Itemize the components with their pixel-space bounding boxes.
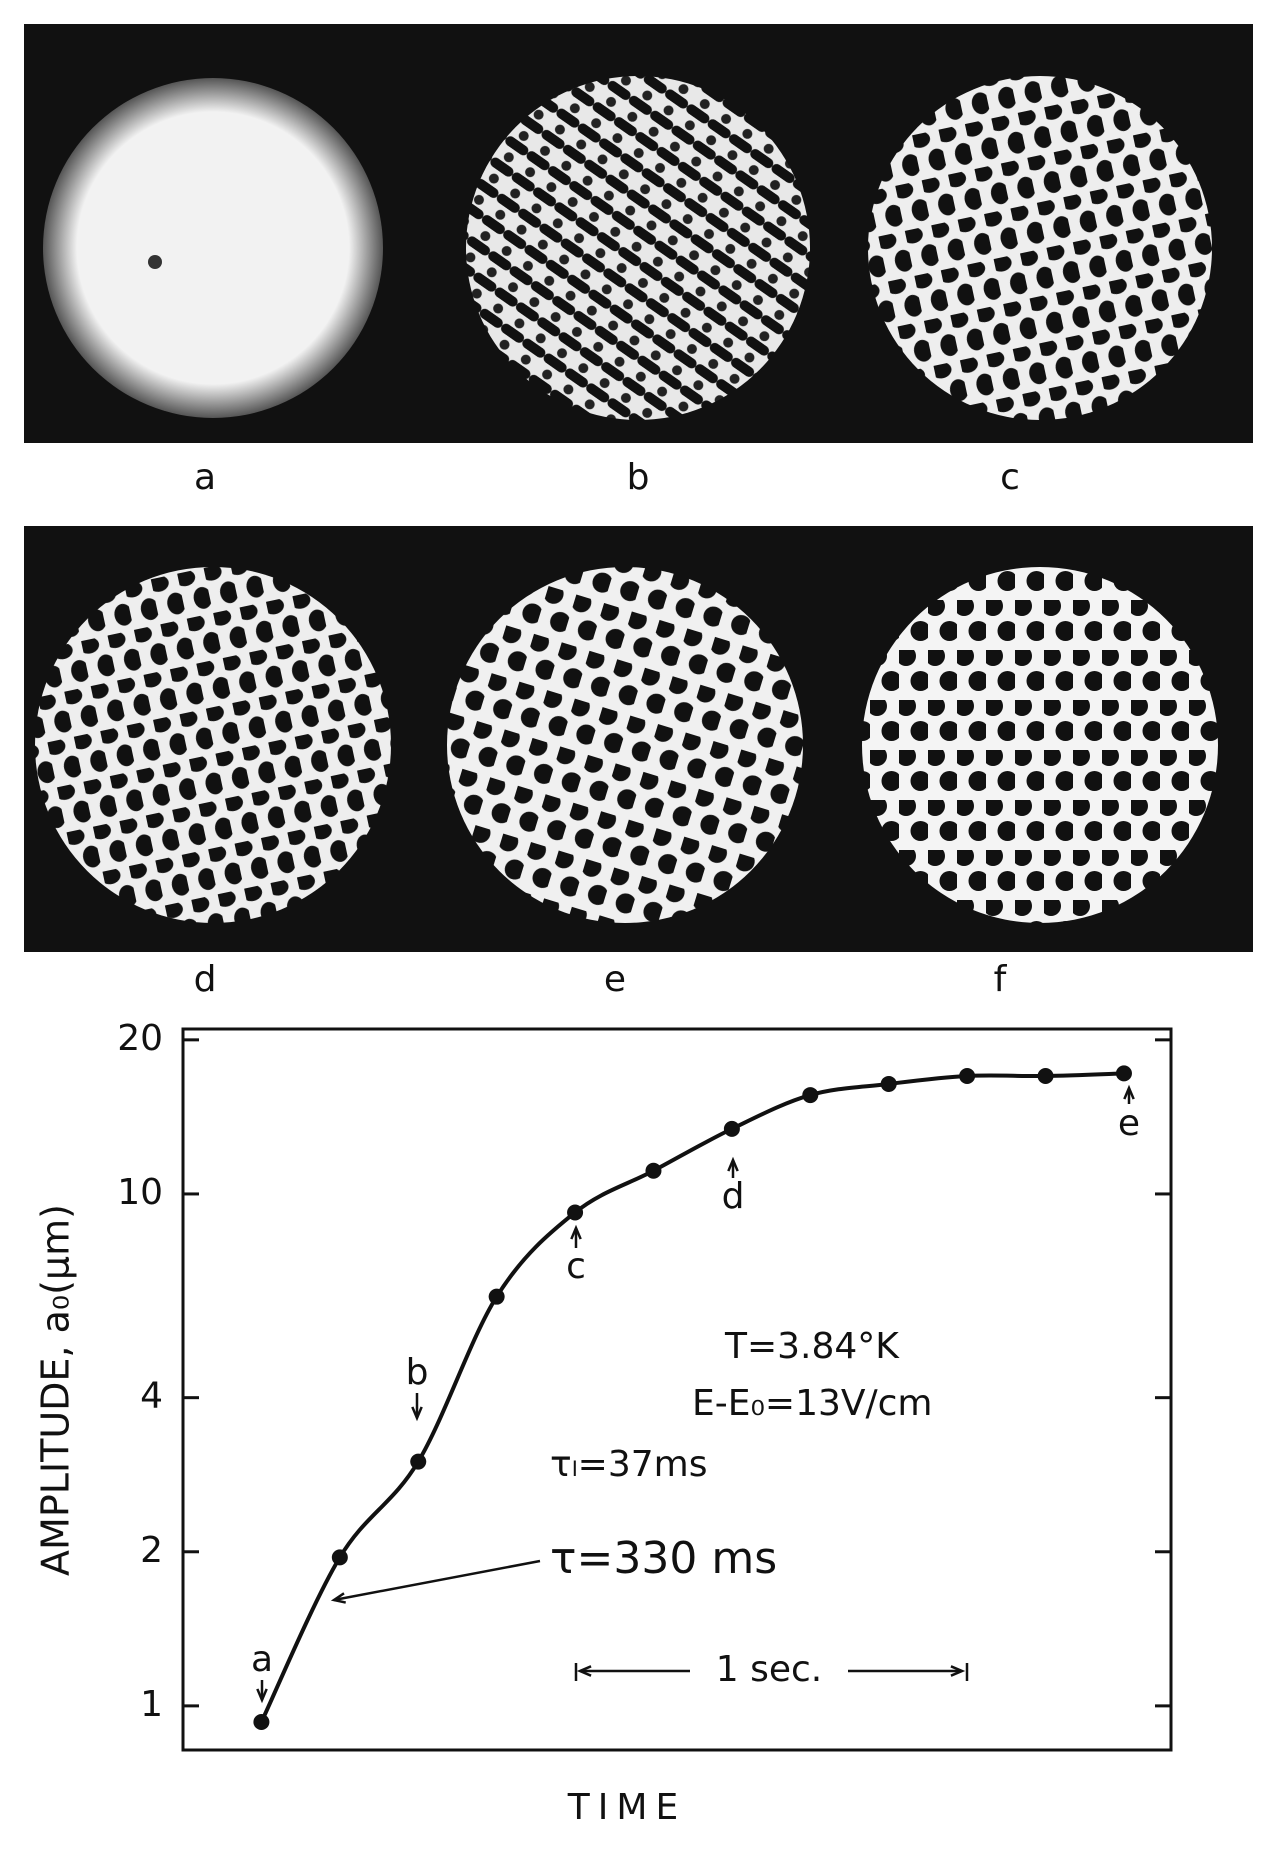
x-axis-label: TIME — [567, 1787, 686, 1828]
arrow-head — [330, 1592, 346, 1604]
y-tick-label: 1 — [140, 1684, 163, 1725]
photo-label: f — [994, 959, 1008, 1000]
annotation: τ=330 ms — [550, 1533, 777, 1584]
annotation: T=3.84°K — [724, 1326, 900, 1367]
annotation: b — [406, 1352, 429, 1393]
plot-frame — [181, 1027, 1173, 1752]
photo-label: a — [194, 457, 216, 498]
data-point — [880, 1075, 897, 1092]
arrow-head — [950, 1665, 966, 1677]
photo-spot — [148, 255, 162, 269]
annotation: d — [722, 1176, 745, 1217]
data-point — [331, 1549, 348, 1566]
arrow — [333, 1559, 541, 1602]
data-point — [802, 1087, 819, 1104]
annotation: a — [251, 1639, 273, 1680]
photo-label: e — [604, 959, 626, 1000]
y-tick-label: 20 — [117, 1018, 163, 1059]
photo-b — [466, 76, 810, 420]
photo-row: a b c d e f — [24, 24, 1253, 1000]
y-tick-label: 4 — [140, 1376, 163, 1417]
arrow-head — [727, 1156, 739, 1172]
photo-c — [868, 76, 1212, 420]
data-point — [488, 1288, 505, 1305]
annotation: c — [566, 1246, 586, 1287]
y-tick-label: 10 — [117, 1172, 163, 1213]
data-point — [253, 1714, 270, 1731]
arrow-head — [570, 1224, 582, 1240]
photo-f — [862, 567, 1218, 923]
data-point — [645, 1162, 662, 1179]
annotation: e — [1118, 1103, 1140, 1144]
arrow-head — [1123, 1084, 1135, 1100]
photo-label: b — [627, 457, 650, 498]
photo-label: d — [194, 959, 217, 1000]
photo-label: c — [1000, 457, 1020, 498]
photo-a — [43, 78, 383, 418]
annotation: τₗ=37ms — [550, 1444, 707, 1485]
annotation: 1 sec. — [716, 1649, 823, 1690]
photo-e — [447, 567, 803, 923]
data-point — [723, 1120, 740, 1137]
data-point — [1037, 1067, 1054, 1084]
arrow-head — [256, 1688, 268, 1704]
arrow-head — [576, 1665, 592, 1677]
data-point — [1115, 1065, 1132, 1082]
annotation: E-E₀=13V/cm — [692, 1383, 933, 1424]
arrow-head — [411, 1406, 423, 1422]
data-point — [567, 1204, 584, 1221]
y-axis-label: AMPLITUDE, a₀(μm) — [34, 1204, 78, 1576]
photo-d — [35, 567, 391, 923]
data-point — [410, 1453, 427, 1470]
y-tick-label: 2 — [140, 1530, 163, 1571]
data-point — [959, 1067, 976, 1084]
